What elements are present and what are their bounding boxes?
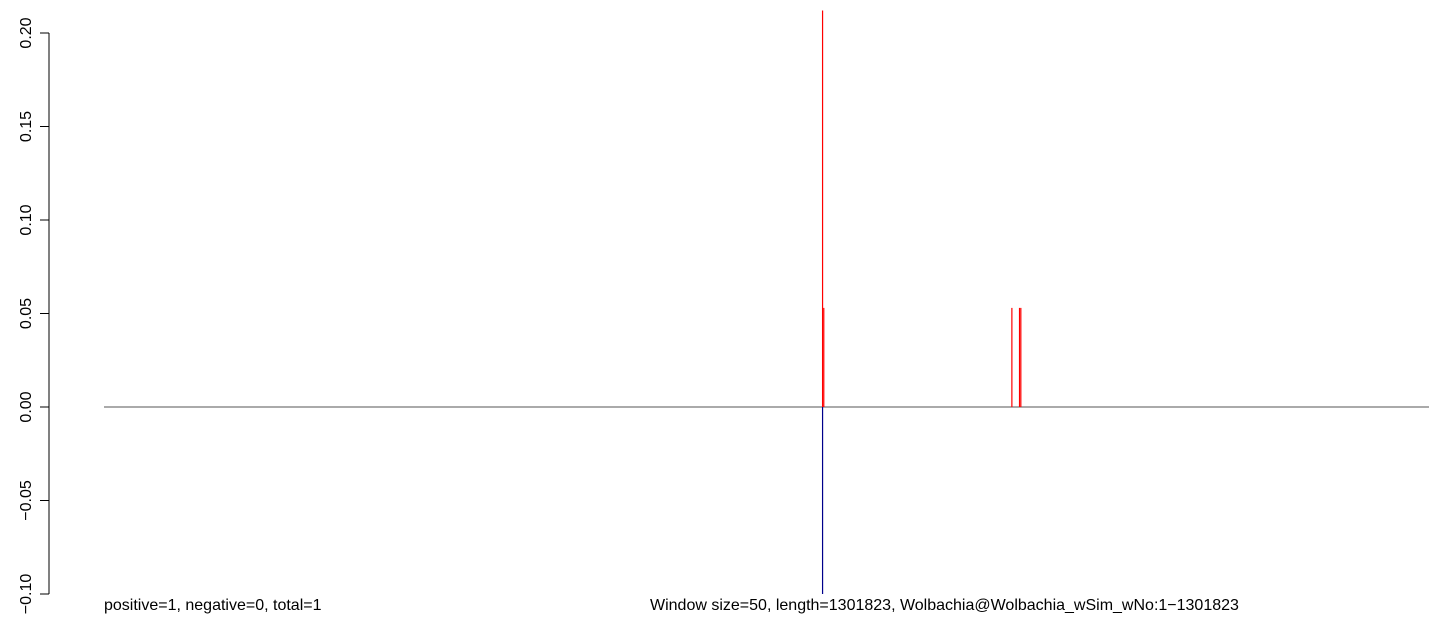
y-tick-label: −0.05 xyxy=(18,480,35,521)
y-tick-label: 0.10 xyxy=(18,204,35,235)
y-tick-label: 0.00 xyxy=(18,391,35,422)
y-tick-label: 0.15 xyxy=(18,111,35,142)
y-tick-label: −0.10 xyxy=(18,574,35,615)
bars-group xyxy=(821,10,1022,594)
y-tick-label: 0.05 xyxy=(18,298,35,329)
footer-stats-text: positive=1, negative=0, total=1 xyxy=(104,597,322,614)
y-axis: −0.10 −0.05 0.00 0.05 0.10 0.15 0.20 xyxy=(18,17,50,615)
footer-window-text: Window size=50, length=1301823, Wolbachi… xyxy=(650,597,1239,614)
y-tick-label: 0.20 xyxy=(18,17,35,48)
